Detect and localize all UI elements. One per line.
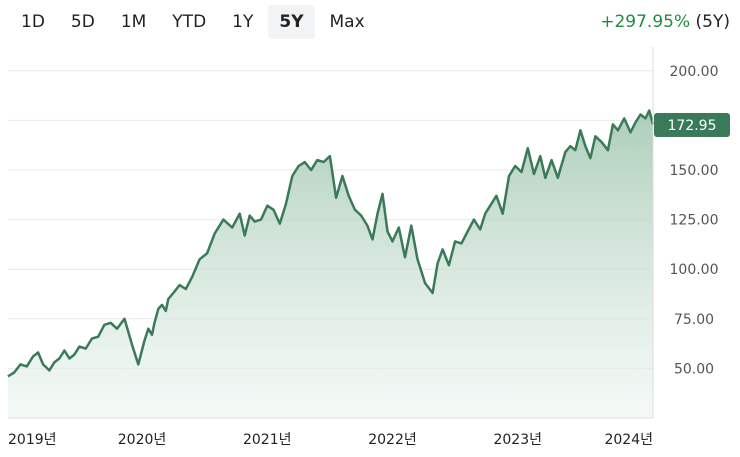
y-tick-label: 50.00 [674,361,714,377]
current-price-value: 172.95 [668,118,717,134]
x-tick-label: 2024년 [604,432,653,448]
y-tick-labels: 50.00 75.00 100.00 125.00 150.00 200.00 [670,64,719,378]
y-tick-label: 100.00 [670,262,719,278]
range-tab-5d[interactable]: 5D [70,12,95,32]
range-tab-max[interactable]: Max [329,12,365,32]
x-tick-label: 2023년 [493,432,542,448]
range-tab-5y[interactable]: 5Y [268,5,315,39]
y-tick-label: 125.00 [670,213,719,229]
range-tab-1m[interactable]: 1M [120,12,147,32]
x-tick-label: 2022년 [368,432,417,448]
price-line [7,109,655,378]
change-period: (5Y) [695,12,730,32]
price-change: +297.95% (5Y) [600,11,730,33]
y-tick-label: 75.00 [674,312,714,328]
range-selector: 1D 5D 1M YTD 1Y 5Y Max [10,5,380,39]
range-tab-ytd[interactable]: YTD [172,12,207,32]
range-tab-1y[interactable]: 1Y [232,12,254,32]
y-tick-label: 200.00 [670,64,719,80]
x-tick-labels: 2019년 2020년 2021년 2022년 2023년 2024년 [8,432,653,448]
price-area [8,110,653,418]
range-tab-1d[interactable]: 1D [21,12,45,32]
y-tick-label: 150.00 [670,163,719,179]
x-tick-label: 2020년 [118,432,167,448]
x-tick-label: 2019년 [8,432,57,448]
change-percent: +297.95% [600,12,691,32]
current-price-badge [654,113,730,137]
current-price-label: 172.95 [654,113,730,137]
x-tick-label: 2021년 [243,432,292,448]
